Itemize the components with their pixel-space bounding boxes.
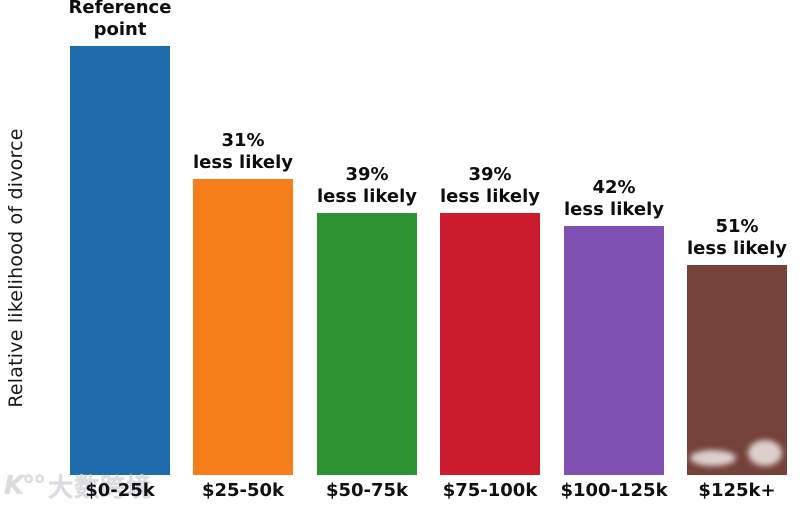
bar-$75-100k	[440, 213, 540, 475]
bar-annotation: Reference point	[28, 0, 212, 41]
x-tick-label: $75-100k	[442, 480, 538, 501]
x-tick-label: $100-125k	[560, 480, 668, 501]
annotation-line2: less likely	[686, 238, 787, 259]
annotation-line2: point	[93, 19, 147, 40]
annotation-line2: less likely	[439, 186, 540, 207]
x-tick-label: $50-75k	[325, 480, 409, 501]
watermark-logo-icon: K°°	[4, 471, 46, 501]
watermark-smudge	[690, 450, 736, 466]
watermark-smudge	[748, 440, 782, 466]
bar-$50-75k	[317, 213, 417, 475]
annotation-line1: 31%	[221, 130, 265, 151]
annotation-line1: Reference	[68, 0, 172, 18]
watermark: K°° 大数跨境	[4, 468, 152, 504]
bar-$100-125k	[564, 226, 664, 475]
bar-annotation: 42% less likely	[522, 177, 706, 221]
x-tick-label: $125k+	[698, 480, 776, 501]
bar-$25-50k	[193, 179, 293, 475]
annotation-line1: 39%	[345, 164, 389, 185]
bar-annotation: 51% less likely	[645, 216, 800, 260]
bar-$0-25k	[70, 46, 170, 475]
annotation-line1: 39%	[468, 164, 512, 185]
annotation-line1: 51%	[715, 216, 759, 237]
annotation-line2: less likely	[316, 186, 417, 207]
x-tick-label: $25-50k	[201, 480, 285, 501]
bar-annotation: 39% less likely	[398, 164, 582, 208]
annotation-line2: less likely	[563, 199, 664, 220]
x-tick-label: $0-25k	[85, 480, 155, 501]
bar-annotation: 31% less likely	[151, 130, 335, 174]
annotation-line2: less likely	[192, 152, 293, 173]
watermark-text: 大数跨境	[48, 473, 153, 502]
annotation-line1: 42%	[592, 177, 636, 198]
bar-annotation: 39% less likely	[275, 164, 459, 208]
